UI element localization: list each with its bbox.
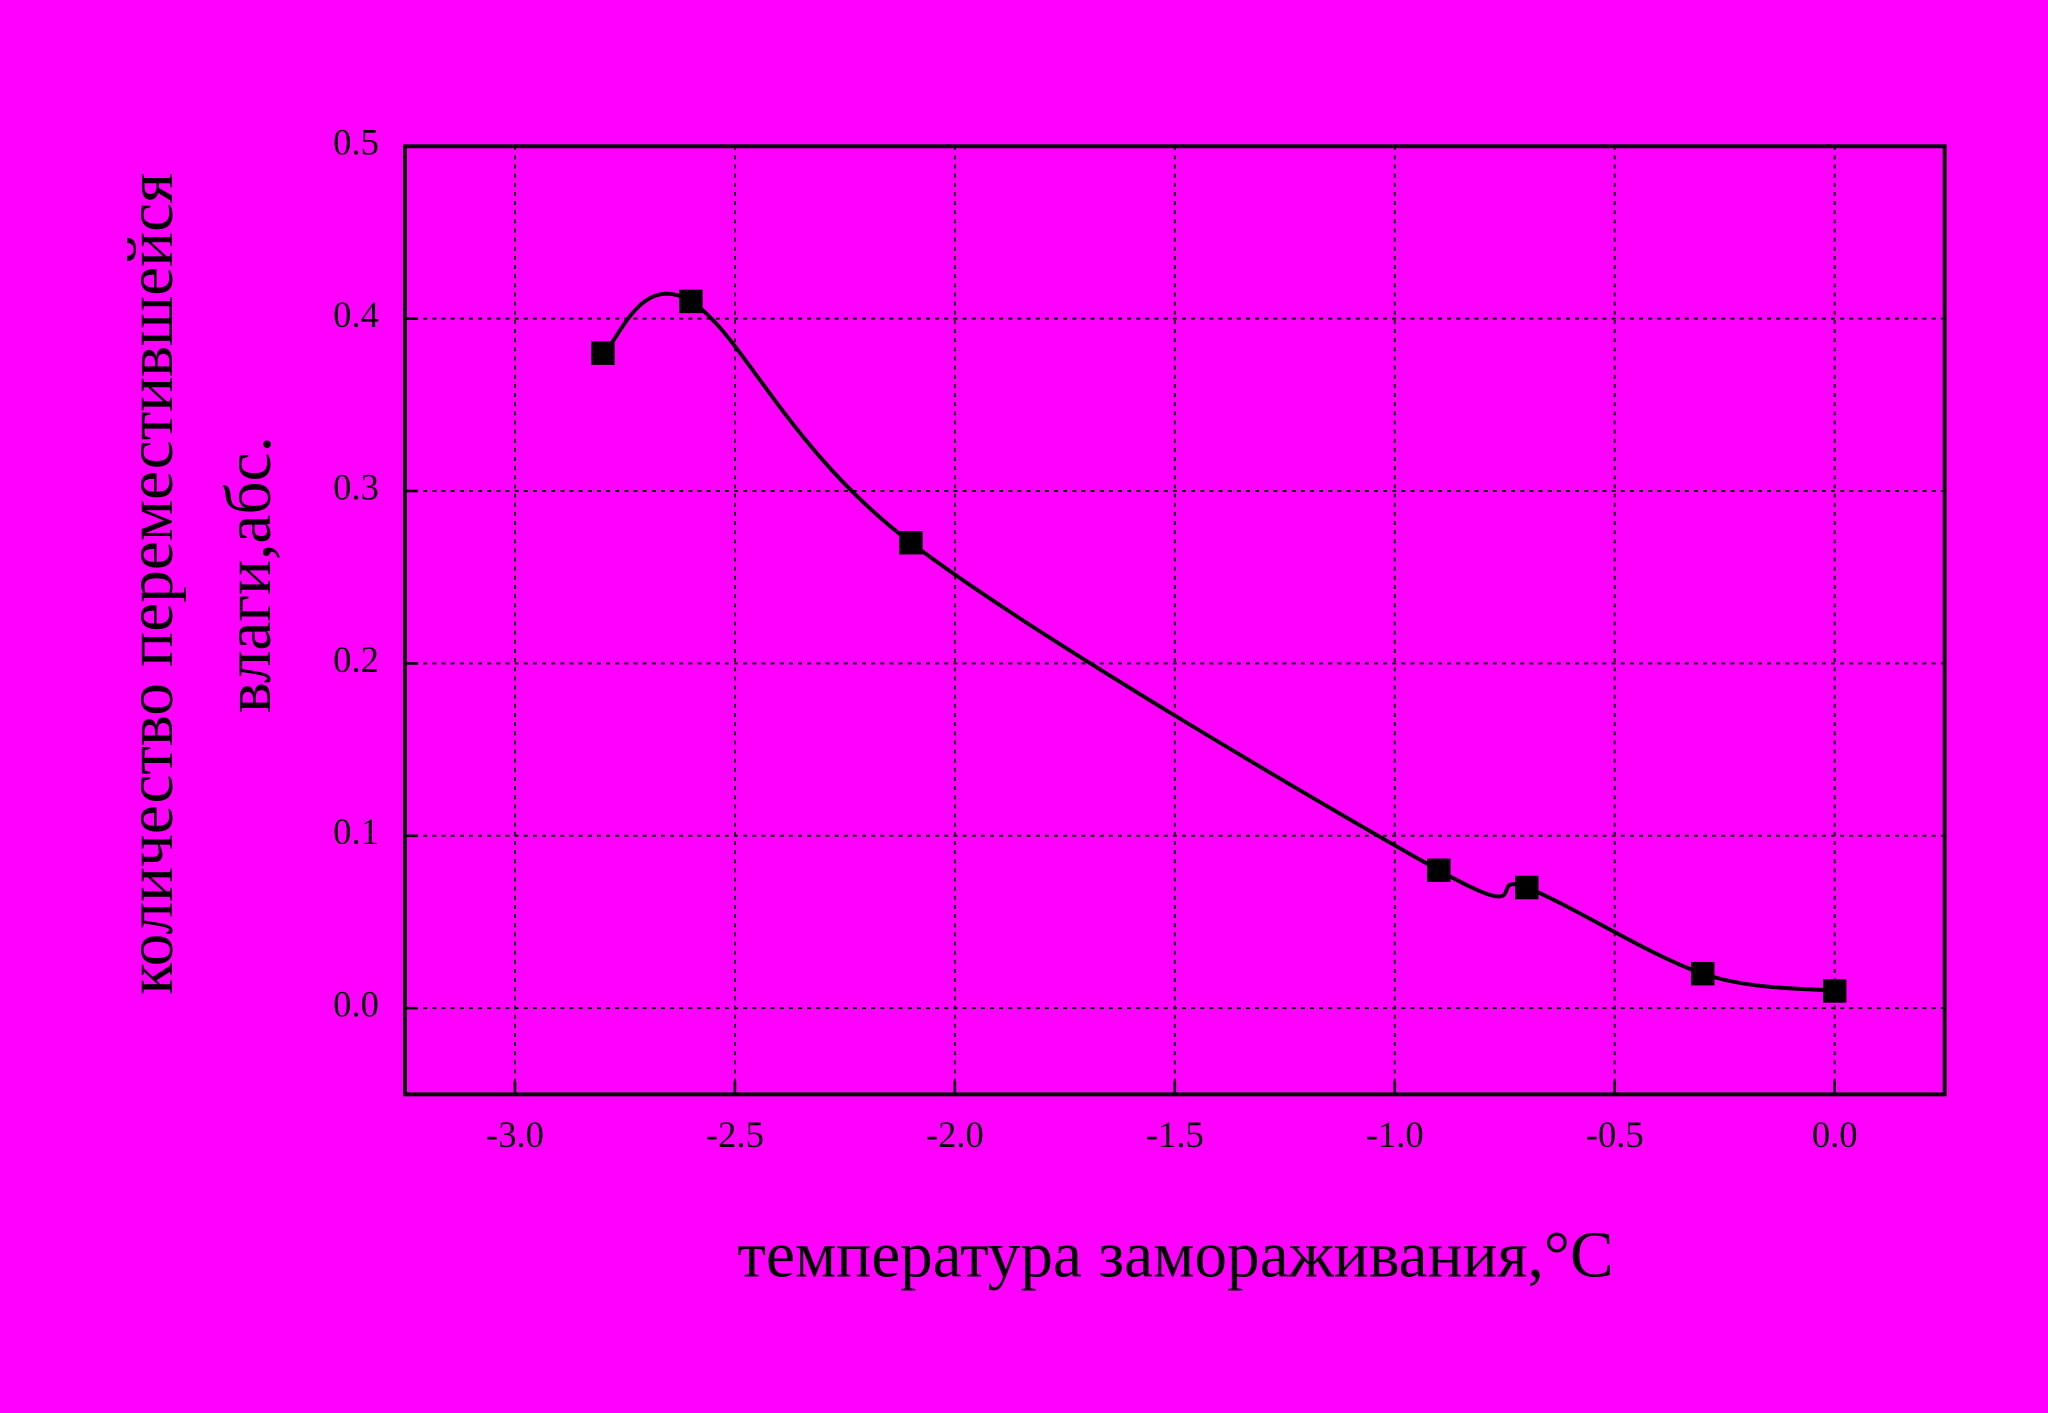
y-axis-title: влаги,абс. (213, 436, 285, 713)
x-axis-title: температура замораживания,°C (737, 1219, 1613, 1291)
y-tick-label: 0.2 (333, 639, 379, 680)
y-tick-label: 0.1 (333, 811, 379, 852)
marker (1515, 875, 1539, 900)
marker (1822, 979, 1847, 1003)
x-tick-label: -1.5 (1146, 1114, 1204, 1155)
line (601, 291, 1835, 993)
x-tick-label: -0.5 (1586, 1114, 1644, 1155)
y-axis-title: количество переместившейся (115, 173, 187, 995)
marker (899, 530, 923, 555)
y-tick-label: 0.4 (333, 294, 379, 335)
x-tick-label: -3.0 (486, 1114, 544, 1155)
y-tick-label: 0.3 (333, 466, 379, 507)
x-tick-label: 0.0 (1812, 1114, 1858, 1155)
x-tick-label: -1.0 (1366, 1114, 1424, 1155)
x-tick-label: -2.0 (926, 1114, 984, 1155)
marker (679, 289, 703, 314)
marker (1427, 858, 1451, 883)
marker (591, 341, 615, 365)
marker (1690, 961, 1715, 986)
y-tick-label: 0.5 (333, 122, 379, 163)
x-tick-label: -2.5 (706, 1114, 764, 1155)
plot-frame (403, 144, 1947, 1097)
y-tick-label: 0.0 (333, 984, 379, 1025)
